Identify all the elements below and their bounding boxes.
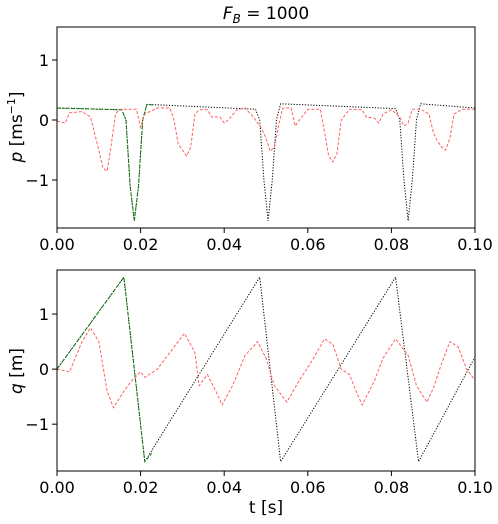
ylabel-unit-top: [ms	[7, 114, 27, 152]
x-tick-label-top: 0.04	[206, 235, 242, 254]
x-tick-label-bottom: 0.00	[39, 478, 75, 497]
ylabel-close-top: ]	[7, 91, 27, 98]
x-tick-label-bottom: 0.08	[374, 478, 410, 497]
x-tick-label-top: 0.02	[123, 235, 159, 254]
series-group-top	[57, 103, 475, 221]
x-tick-label-bottom: 0.04	[206, 478, 242, 497]
series-line-top-0	[57, 103, 475, 221]
y-axis-label-bottom: q [m]	[7, 348, 27, 394]
chart-title: FB = 1000	[223, 4, 309, 26]
chart-momentum: FB = 1000 0.00 0.02 0.04 0.06 0.08 0.10 −101 …	[5, 4, 493, 254]
series-line-bottom-2	[57, 326, 475, 409]
y-ticks-top: −1 0 1	[25, 51, 57, 190]
x-tick-label-bottom: 0.02	[123, 478, 159, 497]
plot-frame-top	[56, 26, 476, 229]
y-tick-label-top: −1	[25, 171, 49, 190]
x-axis-label: t [s]	[249, 498, 283, 518]
series-line-bottom-1	[57, 275, 154, 463]
x-tick-label-top: 0.00	[39, 235, 75, 254]
ylabel-unit-bottom: [m]	[7, 348, 27, 383]
x-tick-label-top: 0.08	[374, 235, 410, 254]
ylabel-var-top: p	[7, 152, 27, 164]
x-tick-label-top: 0.06	[290, 235, 326, 254]
y-ticks-bottom: −1 0 1	[25, 305, 57, 434]
series-line-top-2	[57, 107, 475, 172]
plot-frame-bottom	[56, 269, 476, 472]
series-line-top-1	[57, 103, 154, 221]
x-ticks-top: 0.00 0.02 0.04 0.06 0.08 0.10	[39, 228, 493, 254]
y-tick-label-top: 0	[39, 111, 49, 130]
chart-position: 0.00 0.02 0.04 0.06 0.08 0.10 −1 0 1 q [m] t [s…	[7, 269, 493, 518]
y-tick-label-bottom: 1	[39, 305, 49, 324]
x-tick-label-bottom: 0.06	[290, 478, 326, 497]
title-rest: = 1000	[241, 4, 309, 24]
ylabel-var-bottom: q	[7, 383, 27, 394]
series-group-bottom	[57, 275, 475, 464]
title-sub: B	[233, 12, 241, 26]
x-tick-label-top: 0.10	[457, 235, 493, 254]
y-tick-label-bottom: 0	[39, 360, 49, 379]
title-main: F	[223, 4, 233, 24]
ylabel-exp-top: −1	[5, 98, 18, 114]
y-tick-label-bottom: −1	[25, 415, 49, 434]
y-axis-label-top: p [ms−1]	[5, 91, 27, 163]
y-tick-label-top: 1	[39, 51, 49, 70]
x-tick-label-bottom: 0.10	[457, 478, 493, 497]
x-ticks-bottom: 0.00 0.02 0.04 0.06 0.08 0.10	[39, 471, 493, 497]
